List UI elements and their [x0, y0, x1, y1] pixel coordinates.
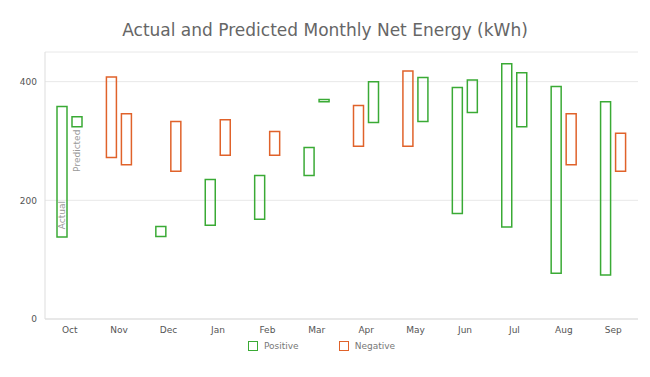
- html-text:Negative: Negative: [354, 341, 395, 351]
- svg-text:Jan: Jan: [210, 325, 225, 335]
- svg-text:Sep: Sep: [605, 325, 622, 335]
- svg-text:Jun: Jun: [457, 325, 472, 335]
- svg-text:200: 200: [20, 196, 37, 206]
- svg-text:Apr: Apr: [358, 325, 374, 335]
- svg-text:Mar: Mar: [308, 325, 325, 335]
- svg-text:Dec: Dec: [160, 325, 177, 335]
- svg-text:Oct: Oct: [62, 325, 78, 335]
- svg-text:Predicted: Predicted: [72, 130, 82, 172]
- svg-text:400: 400: [20, 77, 37, 87]
- svg-text:0: 0: [31, 314, 37, 324]
- svg-text:Jul: Jul: [508, 325, 520, 335]
- svg-text:May: May: [406, 325, 425, 335]
- svg-text:Actual: Actual: [57, 201, 67, 229]
- svg-text:Feb: Feb: [259, 325, 275, 335]
- html-text:Actual and Predicted Monthly N: Actual and Predicted Monthly Net Energy …: [122, 20, 528, 40]
- svg-text:Aug: Aug: [555, 325, 573, 335]
- svg-text:Nov: Nov: [110, 325, 128, 335]
- html-text:Positive: Positive: [264, 341, 299, 351]
